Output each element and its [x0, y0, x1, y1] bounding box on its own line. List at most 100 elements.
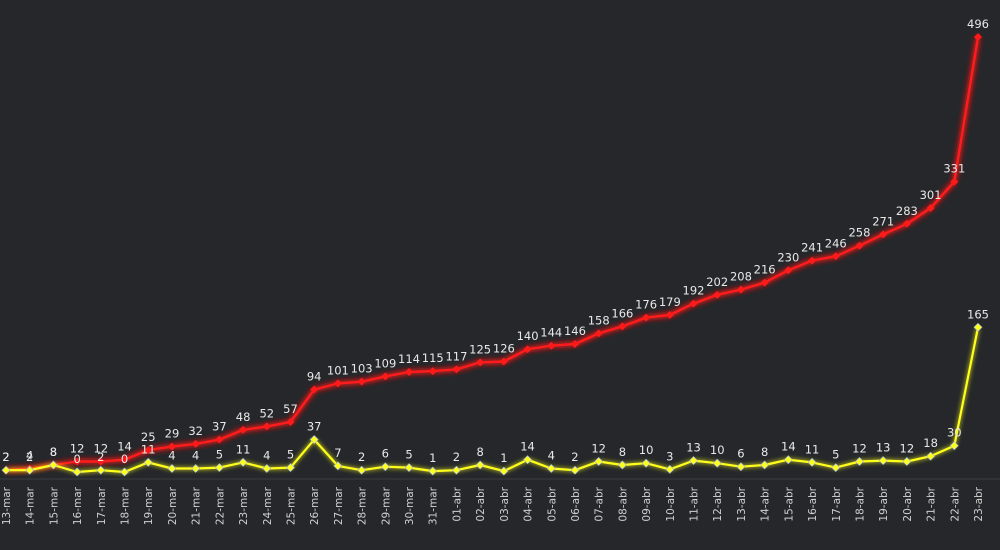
series-yellow-point	[617, 460, 627, 470]
series-red-value-label: 32	[188, 424, 203, 438]
series-red-point	[713, 290, 722, 299]
x-tick-label: 31-mar	[428, 486, 440, 525]
series-red-point	[760, 278, 769, 287]
series-yellow-point	[309, 435, 319, 444]
series-red-point	[405, 368, 414, 377]
series-yellow-value-label: 4	[548, 448, 555, 462]
series-red-value-label: 271	[872, 214, 894, 228]
series-yellow-value-label: 4	[192, 448, 199, 462]
x-tick-label: 13-mar	[1, 486, 13, 525]
series-red-value-label: 115	[422, 351, 444, 365]
x-tick-label: 18-mar	[120, 486, 132, 525]
series-yellow-value-label: 10	[710, 443, 725, 457]
series-red-value-label: 301	[920, 188, 942, 202]
series-yellow-value-label: 8	[476, 445, 483, 459]
series-yellow-point	[167, 464, 177, 473]
series-red-value-label: 52	[259, 406, 274, 420]
x-tick-label: 16-mar	[72, 486, 84, 525]
series-yellow-point	[238, 457, 248, 467]
x-tick-label: 02-abr	[475, 486, 487, 521]
series-yellow-value-label: 11	[141, 442, 156, 456]
series-red-point	[855, 241, 864, 250]
series-yellow-value-label: 8	[761, 445, 768, 459]
x-tick-label: 14-abr	[760, 486, 772, 521]
series-yellow-point	[214, 463, 224, 473]
x-tick-label: 10-abr	[665, 486, 677, 521]
series-yellow-point	[72, 467, 82, 477]
series-red-value-label: 29	[165, 427, 180, 441]
x-tick-label: 14-mar	[25, 486, 37, 525]
series-yellow-point	[570, 465, 580, 475]
series-red-value-label: 246	[825, 236, 847, 250]
x-tick-label: 08-abr	[617, 486, 629, 521]
series-yellow-value-label: 0	[121, 452, 128, 466]
series-red-value-label: 258	[848, 226, 870, 240]
series-red-point	[191, 439, 200, 448]
series-red-point	[974, 33, 982, 41]
series-yellow-point	[641, 458, 651, 468]
series-red-point	[642, 313, 651, 322]
series-yellow-value-label: 14	[520, 440, 535, 454]
x-tick-label: 12-abr	[712, 486, 724, 521]
series-red-point	[902, 219, 911, 228]
series-yellow-value-label: 5	[832, 448, 839, 462]
series-red-value-label: 12	[70, 441, 85, 455]
x-tick-label: 30-mar	[404, 486, 416, 525]
series-red-point	[428, 367, 437, 376]
x-tick-label: 21-abr	[926, 486, 938, 521]
series-red-value-label: 158	[588, 313, 610, 327]
x-tick-label: 22-mar	[214, 486, 226, 525]
series-yellow-point	[499, 466, 509, 476]
series-red-point	[120, 455, 129, 464]
series-yellow-value-label: 5	[405, 448, 412, 462]
x-tick-label: 13-abr	[736, 486, 748, 521]
series-red-value-label: 2	[2, 450, 9, 464]
series-yellow-point	[286, 463, 295, 473]
series-red-value-label: 192	[683, 284, 705, 298]
series-yellow-value-label: 14	[781, 440, 796, 454]
x-tick-label: 18-abr	[854, 486, 866, 521]
series-yellow-value-label: 8	[619, 445, 626, 459]
series-yellow-point	[689, 456, 698, 466]
series-yellow-point	[404, 463, 414, 473]
series-yellow-value-label: 2	[571, 450, 578, 464]
series-yellow-point	[831, 463, 841, 473]
series-red-point	[452, 365, 461, 374]
series-red-point	[286, 418, 295, 427]
series-yellow-value-label: 4	[168, 448, 175, 462]
series-red-value-label: 125	[469, 342, 491, 356]
x-tick-label: 03-abr	[499, 486, 511, 521]
series-red-value-label: 101	[327, 363, 349, 377]
series-red-value-label: 216	[754, 263, 776, 277]
series-yellow-value-label: 30	[947, 426, 962, 440]
series-yellow-point	[926, 451, 936, 461]
series-yellow-value-label: 3	[666, 449, 673, 463]
x-tick-label: 06-abr	[570, 486, 582, 521]
series-red-line	[5, 36, 980, 472]
series-red-value-label: 57	[283, 402, 298, 416]
series-yellow-value-label: 6	[382, 447, 389, 461]
x-tick-label: 26-mar	[309, 486, 321, 525]
series-yellow-point	[973, 322, 983, 332]
series-red	[2, 33, 982, 475]
series-red-value-label: 176	[635, 298, 657, 312]
x-tick-label: 17-abr	[831, 486, 843, 521]
series-red-point	[950, 177, 959, 186]
x-tick-label: 23-abr	[973, 486, 985, 521]
series-yellow-point	[523, 455, 532, 465]
series-yellow-point	[452, 465, 461, 475]
x-tick-label: 04-abr	[523, 486, 535, 521]
series-yellow-value-label: 13	[686, 441, 701, 455]
series-yellow-value-label: 5	[287, 448, 294, 462]
series-red-value-label: 114	[398, 352, 420, 366]
x-tick-label: 28-mar	[357, 486, 369, 525]
series-red-point	[665, 311, 674, 320]
series-red-point	[310, 385, 319, 394]
series-red-point	[547, 341, 556, 350]
series-red-point	[618, 322, 627, 331]
series-red-value-label: 103	[351, 362, 373, 376]
series-yellow-point	[594, 457, 604, 466]
x-tick-label: 19-abr	[878, 486, 890, 521]
series-red-point	[215, 435, 224, 444]
